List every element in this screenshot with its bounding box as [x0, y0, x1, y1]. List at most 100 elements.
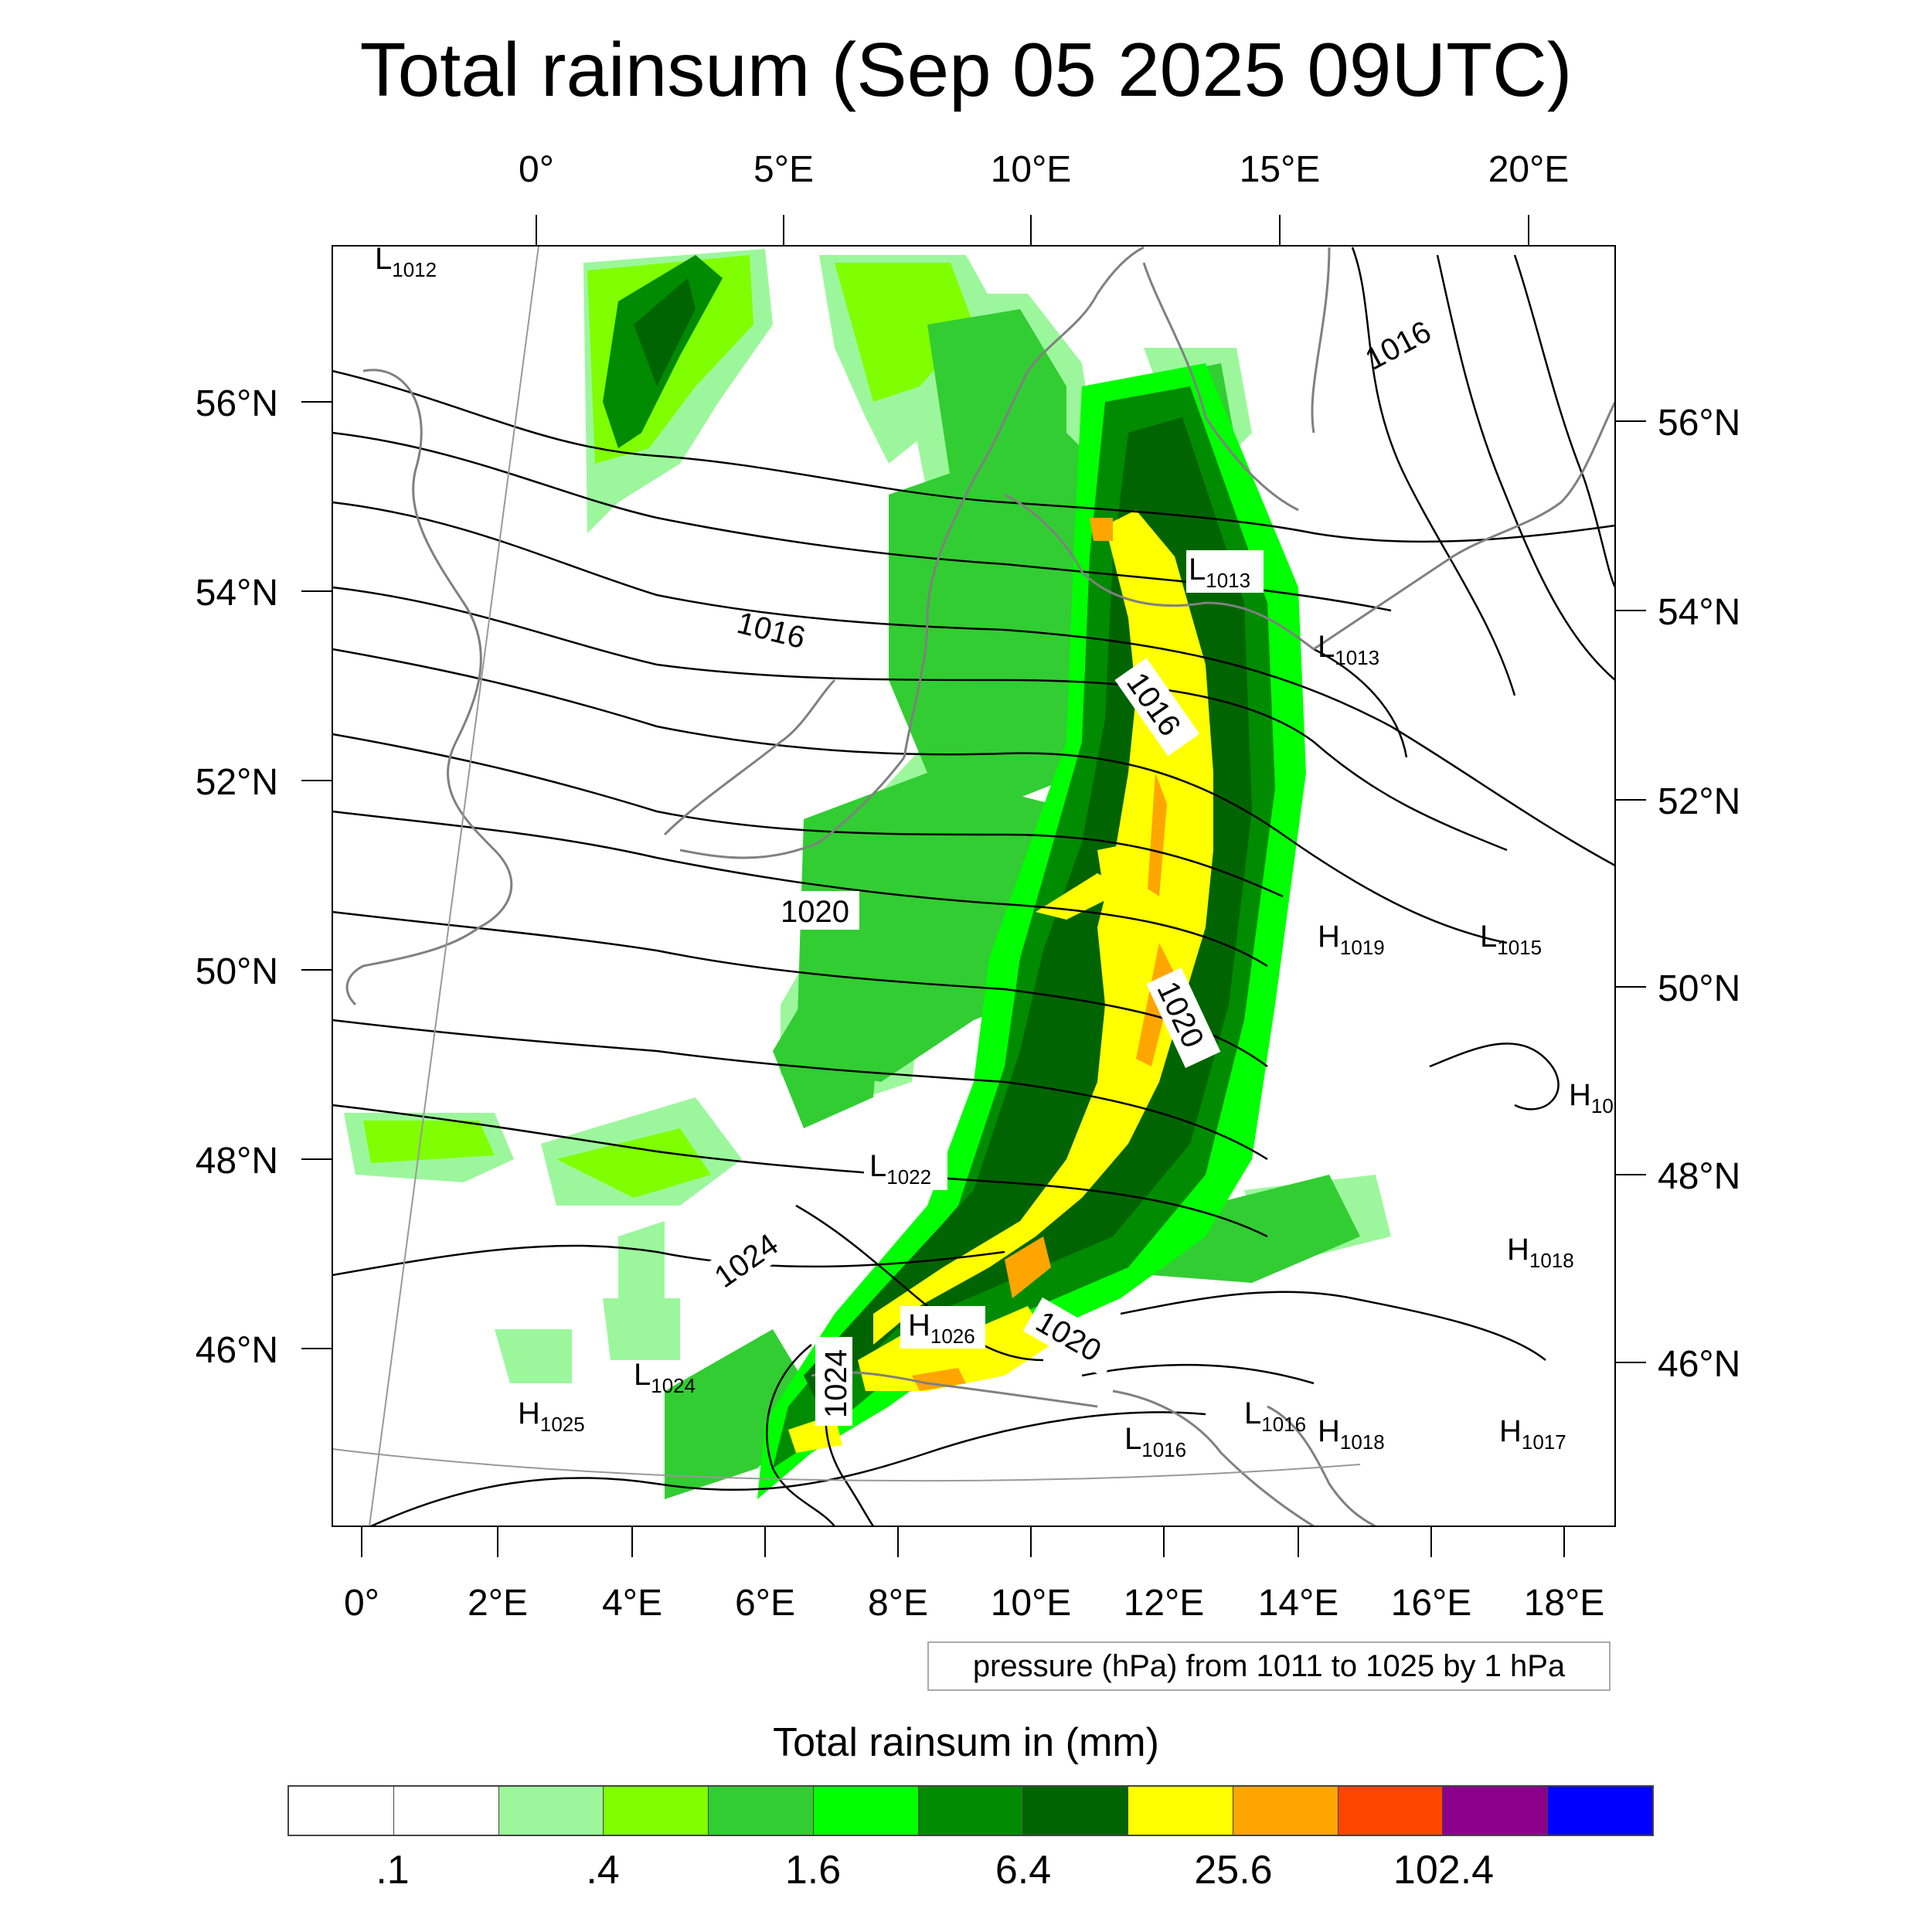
- pressure-center-value: 1013: [1206, 569, 1250, 592]
- colorbar-box: [604, 1787, 709, 1835]
- colorbar-box: [918, 1787, 1024, 1835]
- pressure-center-type: L: [869, 1149, 886, 1183]
- pressure-center-value: 1022: [886, 1165, 931, 1189]
- svg-text:L1015: L1015: [1480, 920, 1542, 959]
- plot-frame: [301, 215, 1646, 1557]
- pressure-center-type: H: [1499, 1414, 1522, 1448]
- pressure-center-value: 1025: [540, 1413, 585, 1436]
- isobars: [332, 247, 1615, 1526]
- colorbar-label: 25.6: [1194, 1848, 1273, 1893]
- svg-text:L1016: L1016: [1124, 1422, 1186, 1461]
- svg-text:H1018: H1018: [1507, 1233, 1574, 1272]
- contour-label: 1016: [1360, 315, 1437, 377]
- top-lon-label: 0°: [519, 149, 554, 190]
- right-lat-label: 54°N: [1658, 592, 1740, 633]
- right-lat-label: 46°N: [1658, 1344, 1740, 1385]
- pressure-center-type: L: [1318, 630, 1335, 664]
- colorbar-label: 1.6: [784, 1848, 842, 1893]
- svg-text:H1019: H1019: [1318, 920, 1385, 959]
- bottom-lon-label: 6°E: [735, 1583, 795, 1624]
- pressure-center-type: H: [908, 1308, 930, 1342]
- contour-label: 1016: [733, 606, 808, 655]
- right-lat-label: 52°N: [1658, 781, 1740, 822]
- bottom-lon-label: 18°E: [1524, 1583, 1605, 1624]
- top-lon-labels: 0° 5°E 10°E 15°E 20°E: [519, 149, 1569, 190]
- left-lat-label: 56°N: [196, 383, 278, 424]
- colorbar-box: [709, 1787, 814, 1835]
- pressure-center-value: 10: [1591, 1094, 1614, 1117]
- bottom-lon-labels: 0° 2°E 4°E 6°E 8°E 10°E 12°E 14°E 16°E 1…: [344, 1583, 1604, 1624]
- colorbar-label: 102.4: [1393, 1848, 1495, 1893]
- colorbar: [287, 1785, 1654, 1836]
- left-lat-label: 54°N: [196, 573, 278, 614]
- colorbar-box: [289, 1787, 394, 1835]
- pressure-center-type: H: [1569, 1078, 1591, 1112]
- pressure-center-value: 1016: [1141, 1438, 1186, 1461]
- pressure-center-type: L: [1244, 1396, 1261, 1430]
- left-lat-label: 46°N: [196, 1330, 278, 1371]
- pressure-center-value: 1013: [1335, 646, 1379, 669]
- svg-text:L1016: L1016: [1244, 1396, 1306, 1436]
- colorbar-box: [1338, 1787, 1444, 1835]
- right-lat-label: 56°N: [1658, 403, 1740, 444]
- pressure-center-value: 1017: [1522, 1430, 1566, 1454]
- graticule: [332, 245, 1361, 1527]
- colorbar-box: [498, 1787, 604, 1835]
- contour-label: 1020: [781, 895, 849, 929]
- pressure-center-value: 1015: [1497, 936, 1542, 959]
- top-lon-label: 10°E: [991, 149, 1072, 190]
- top-lon-label: 20°E: [1488, 149, 1570, 190]
- colorbar-box: [1443, 1787, 1549, 1835]
- pressure-center-type: L: [1189, 553, 1206, 587]
- pressure-center-value: 1018: [1529, 1249, 1574, 1272]
- bottom-lon-label: 12°E: [1124, 1583, 1205, 1624]
- bottom-lon-label: 2°E: [468, 1583, 528, 1624]
- svg-text:L1012: L1012: [375, 242, 437, 281]
- svg-text:H1025: H1025: [518, 1396, 585, 1436]
- coastlines: [345, 246, 1615, 1526]
- colorbar-label: 6.4: [995, 1848, 1052, 1893]
- colorbar-label: .1: [376, 1848, 410, 1893]
- right-lat-label: 50°N: [1658, 968, 1740, 1009]
- bottom-lon-label: 16°E: [1391, 1583, 1472, 1624]
- svg-text:L1013: L1013: [1318, 630, 1379, 669]
- rainfall-field: [344, 249, 1391, 1499]
- bottom-lon-label: 4°E: [602, 1583, 662, 1624]
- bottom-lon-label: 0°: [344, 1583, 379, 1624]
- colorbar-box: [813, 1787, 919, 1835]
- pressure-center-type: L: [634, 1358, 651, 1392]
- pressure-center-type: L: [1124, 1422, 1141, 1456]
- colorbar-box: [1023, 1787, 1129, 1835]
- svg-text:H1026: H1026: [908, 1308, 975, 1348]
- pressure-center-type: H: [1318, 1414, 1340, 1448]
- colorbar-box: [1233, 1787, 1338, 1835]
- map-title: Total rainsum (Sep 05 2025 09UTC): [359, 27, 1573, 112]
- pressure-center-type: H: [518, 1396, 540, 1430]
- colorbar-box: [393, 1787, 499, 1835]
- pressure-center-type: L: [1480, 920, 1497, 954]
- svg-text:L1013: L1013: [1189, 553, 1250, 592]
- pressure-center-type: L: [375, 242, 392, 276]
- contour-info-box: pressure (hPa) from 1011 to 1025 by 1 hP…: [927, 1641, 1611, 1691]
- bottom-lon-label: 8°E: [868, 1583, 928, 1624]
- svg-text:H1018: H1018: [1318, 1414, 1385, 1454]
- pressure-center-value: 1019: [1340, 936, 1385, 959]
- colorbar-box: [1548, 1787, 1652, 1835]
- bottom-lon-label: 10°E: [991, 1583, 1072, 1624]
- svg-text:H1017: H1017: [1499, 1414, 1566, 1454]
- pressure-center-type: H: [1507, 1233, 1529, 1267]
- colorbar-box: [1128, 1787, 1233, 1835]
- top-lon-label: 15°E: [1240, 149, 1321, 190]
- left-lat-label: 48°N: [196, 1141, 278, 1182]
- pressure-centers: L1012 L1013 L1013 H1019 L1015 H10 L1022 …: [375, 242, 1614, 1461]
- pressure-center-value: 1026: [930, 1325, 975, 1348]
- pressure-center-value: 1024: [651, 1374, 696, 1397]
- right-lat-labels: 56°N 54°N 52°N 50°N 48°N 46°N: [1658, 403, 1740, 1385]
- svg-text:L1022: L1022: [869, 1149, 931, 1189]
- svg-text:H10: H10: [1569, 1078, 1614, 1117]
- pressure-center-value: 1016: [1261, 1413, 1306, 1436]
- left-lat-label: 52°N: [196, 762, 278, 803]
- bottom-lon-label: 14°E: [1258, 1583, 1339, 1624]
- contour-label: 1024: [819, 1349, 853, 1418]
